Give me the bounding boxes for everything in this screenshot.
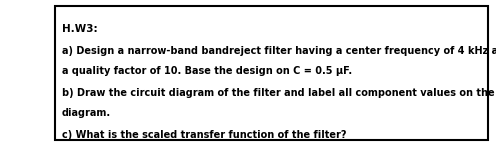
Text: c) What is the scaled transfer function of the filter?: c) What is the scaled transfer function … (62, 129, 347, 140)
Text: a quality factor of 10. Base the design on C = 0.5 μF.: a quality factor of 10. Base the design … (62, 67, 352, 76)
Bar (55, 6, 488, 140)
Text: H.W3:: H.W3: (62, 24, 98, 35)
Text: a) Design a narrow-band bandreject filter having a center frequency of 4 kHz and: a) Design a narrow-band bandreject filte… (62, 46, 496, 55)
Text: b) Draw the circuit diagram of the filter and label all component values on the: b) Draw the circuit diagram of the filte… (62, 88, 495, 97)
Text: diagram.: diagram. (62, 108, 111, 119)
